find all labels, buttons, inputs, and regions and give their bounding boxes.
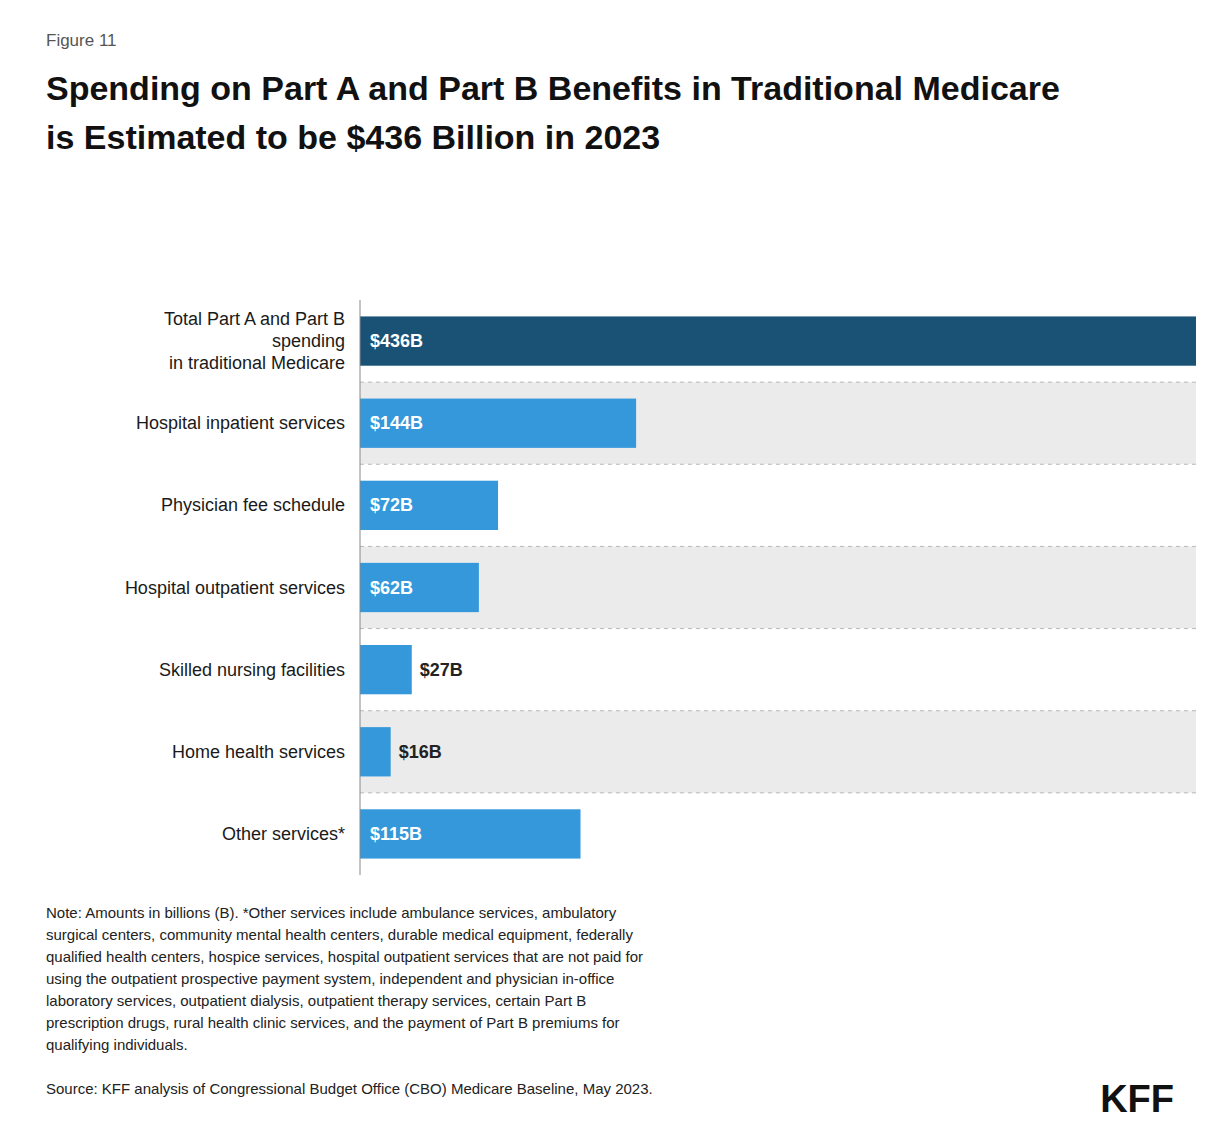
- text-line: Skilled nursing facilities: [159, 660, 345, 680]
- text-line: prescription drugs, rural health clinic …: [46, 1014, 620, 1031]
- row-separator: [360, 382, 1196, 383]
- text-line: surgical centers, community mental healt…: [46, 926, 633, 943]
- figure-label: Figure 11: [46, 31, 117, 50]
- row-separator: [360, 710, 1196, 711]
- data-label: $27B: [420, 660, 463, 680]
- chart: Figure 11 Spending on Part A and Part B B…: [0, 0, 1220, 1136]
- category-labels: Total Part A and Part Bspendingin tradit…: [125, 309, 345, 843]
- bar: [360, 809, 581, 858]
- bar: [360, 316, 1196, 365]
- data-label: $144B: [370, 413, 423, 433]
- text-line: Total Part A and Part B: [164, 309, 345, 329]
- row-background: [360, 546, 1196, 628]
- title: Spending on Part A and Part B Benefits i…: [46, 69, 1060, 156]
- text-line: in traditional Medicare: [169, 353, 345, 373]
- text-line: using the outpatient prospective payment…: [46, 970, 614, 987]
- category-label: Hospital inpatient services: [136, 413, 345, 433]
- text-line: laboratory services, outpatient dialysis…: [46, 992, 586, 1009]
- data-labels: $436B $144B $72B $62B $27B $16B $115B: [370, 331, 463, 844]
- source: Source: KFF analysis of Congressional Bu…: [46, 1080, 653, 1097]
- text-line: Home health services: [172, 742, 345, 762]
- bar: [360, 399, 636, 448]
- bar: [360, 481, 498, 530]
- row-separators: [360, 382, 1196, 793]
- category-label: Hospital outpatient services: [125, 578, 345, 598]
- text-line: Physician fee schedule: [161, 495, 345, 515]
- category-label: Total Part A and Part Bspendingin tradit…: [164, 309, 345, 372]
- row-separator: [360, 546, 1196, 547]
- category-label: Home health services: [172, 742, 345, 762]
- text-line: qualifying individuals.: [46, 1036, 188, 1053]
- text-line: qualified health centers, hospice servic…: [46, 948, 643, 965]
- note: Note: Amounts in billions (B). *Other se…: [46, 904, 643, 1053]
- text-line: is Estimated to be $436 Billion in 2023: [46, 118, 660, 156]
- row-backgrounds: [360, 300, 1196, 875]
- row-background: [360, 793, 1196, 875]
- data-label: $72B: [370, 495, 413, 515]
- axis-line: [360, 300, 361, 875]
- text-line: Hospital inpatient services: [136, 413, 345, 433]
- bars: [360, 316, 1196, 858]
- row-background: [360, 629, 1196, 711]
- data-label: $115B: [370, 824, 422, 844]
- data-label: $16B: [399, 742, 442, 762]
- background: [0, 0, 1220, 1136]
- text-line: spending: [272, 331, 345, 351]
- data-label: $436B: [370, 331, 423, 351]
- row-background: [360, 382, 1196, 464]
- category-label: Skilled nursing facilities: [159, 660, 345, 680]
- bar: [360, 727, 391, 776]
- bar: [360, 563, 479, 612]
- text-line: Spending on Part A and Part B Benefits i…: [46, 69, 1060, 107]
- row-separator: [360, 792, 1196, 793]
- category-label: Other services*: [222, 824, 345, 844]
- text-line: Note: Amounts in billions (B). *Other se…: [46, 904, 617, 921]
- logo: KFF: [1100, 1078, 1174, 1120]
- text-line: Other services*: [222, 824, 345, 844]
- row-background: [360, 711, 1196, 793]
- text-line: Hospital outpatient services: [125, 578, 345, 598]
- data-label: $62B: [370, 578, 413, 598]
- row-separator: [360, 628, 1196, 629]
- row-background: [360, 300, 1196, 382]
- category-label: Physician fee schedule: [161, 495, 345, 515]
- row-background: [360, 464, 1196, 546]
- row-separator: [360, 464, 1196, 465]
- bar: [360, 645, 412, 694]
